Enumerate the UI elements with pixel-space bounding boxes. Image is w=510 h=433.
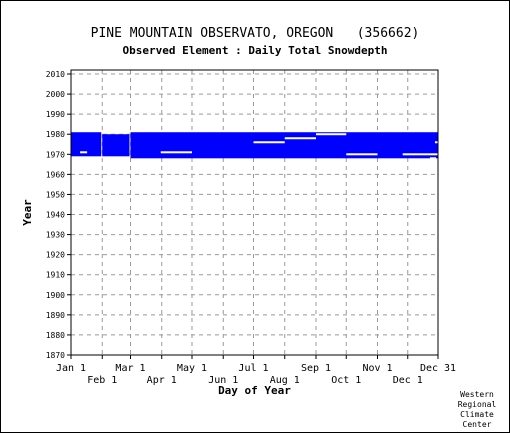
grid-lines [70, 70, 439, 356]
plot-area-border [70, 69, 439, 356]
data-block [130, 132, 438, 159]
x-tick-label: May 1 [177, 363, 207, 374]
y-tick-label: 1880 [46, 331, 65, 340]
x-tick-label: Jul 1 [238, 363, 268, 374]
x-tick-label: Mar 1 [115, 363, 145, 374]
x-tick-label: Feb 1 [87, 375, 117, 386]
y-tick-label: 1930 [46, 231, 65, 240]
y-tick-label: 1990 [46, 110, 65, 119]
data-gap [429, 157, 436, 160]
chart-subtitle: Observed Element : Daily Total Snowdepth [122, 44, 388, 57]
data-gap [80, 151, 88, 154]
x-tick-label: Dec 1 [393, 375, 423, 386]
y-tick-label: 1970 [46, 150, 65, 159]
chart-title: PINE MOUNTAIN OBSERVATO, OREGON (356662) [90, 26, 420, 41]
x-tick-label: Dec 31 [420, 363, 456, 374]
x-tick-label: Jan 1 [56, 363, 86, 374]
y-tick-label: 1900 [46, 291, 65, 300]
data-coverage [71, 132, 438, 159]
y-tick-label: 1890 [46, 311, 65, 320]
data-gaps [80, 133, 438, 160]
y-tick-label: 1960 [46, 170, 65, 179]
x-tick-label: Jun 1 [208, 375, 238, 386]
data-gap [316, 133, 347, 136]
y-tick-label: 2010 [46, 70, 65, 79]
data-gap [253, 141, 285, 144]
x-tick-label: Nov 1 [362, 363, 392, 374]
y-tick-label: 1950 [46, 190, 65, 199]
y-axis-label: Year [21, 199, 34, 226]
credit-line: Regional [457, 400, 497, 409]
credit-line: Climate [460, 410, 494, 419]
data-gap [434, 141, 438, 144]
data-gap [346, 153, 378, 156]
data-gap [284, 137, 317, 140]
x-tick-label: Aug 1 [270, 375, 300, 386]
credit-line: Center [462, 420, 492, 429]
credit-line: Western [460, 390, 494, 399]
x-tick-label: Oct 1 [331, 375, 361, 386]
x-tick-label: Sep 1 [301, 363, 331, 374]
y-tick-label: 1910 [46, 271, 65, 280]
y-tick-label: 1940 [46, 211, 65, 220]
data-gap [160, 151, 192, 154]
wrcc-credit: Western Regional Climate Center [452, 390, 502, 430]
y-tick-label: 1920 [46, 251, 65, 260]
y-tick-label: 1980 [46, 130, 65, 139]
y-tick-label: 2000 [46, 90, 65, 99]
y-axis-ticks: 1870 1880 1890 1900 1910 1920 1930 1940 1950 1960… [46, 70, 71, 360]
x-axis-label: Day of Year [218, 384, 291, 397]
data-gap [402, 153, 438, 156]
y-tick-label: 1870 [46, 351, 65, 360]
x-tick-label: Apr 1 [147, 375, 177, 386]
data-block [102, 134, 130, 157]
